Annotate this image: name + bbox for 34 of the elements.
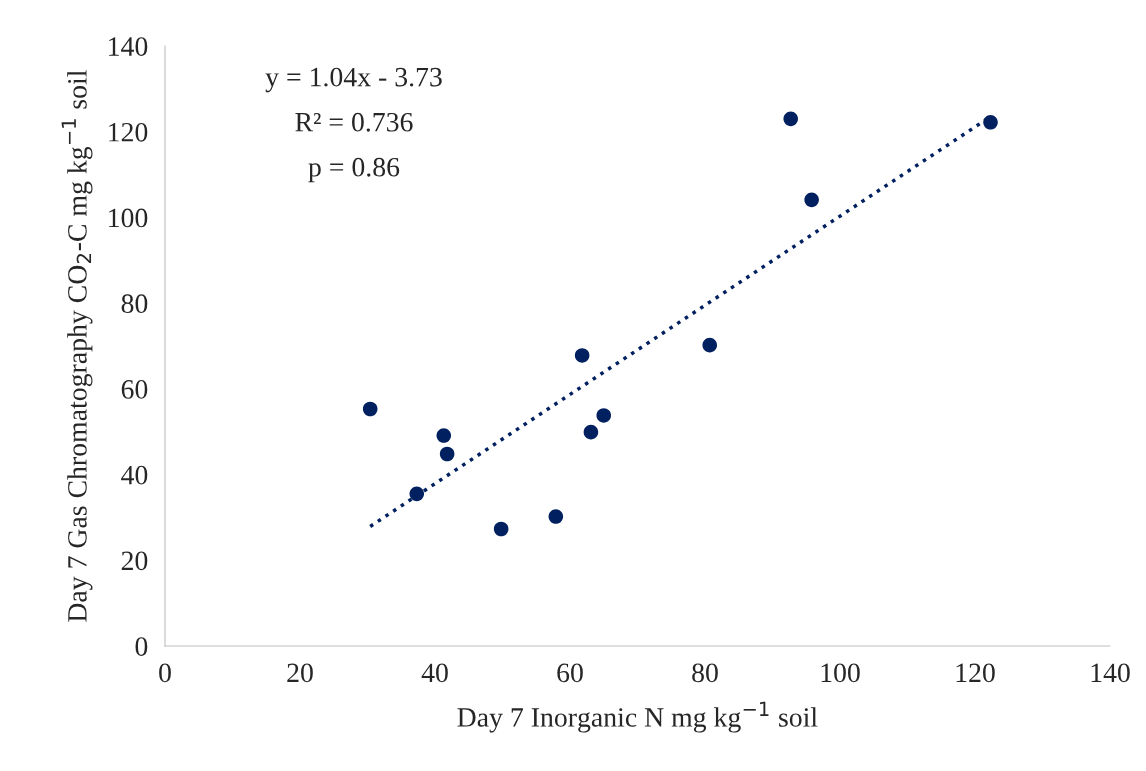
point	[362, 401, 378, 417]
point	[493, 521, 509, 537]
x-tick-label: 140	[1091, 663, 1130, 683]
x-tick-label: 80	[692, 663, 718, 683]
point	[439, 446, 455, 462]
y-tick-label: 60	[121, 380, 148, 399]
y-tick-label: 100	[109, 208, 148, 228]
y-tick-label: 140	[109, 37, 148, 56]
point	[583, 424, 599, 440]
y-tick-label: 0	[135, 637, 148, 656]
point	[574, 348, 590, 363]
point	[548, 509, 564, 524]
y-tick-label: 20	[121, 551, 148, 571]
y-axis-title: Day 7 Gas Chromatography CO$_{2}$-C mg kg$^{−1}$ soil	[61, 70, 93, 622]
x-axis-title: Day 7 Inorganic N mg kg$^{−1}$ soil	[457, 701, 818, 733]
x-tick-label: 0	[159, 663, 171, 683]
x-tick-label: 60	[557, 663, 583, 683]
x-tick-label: 40	[421, 663, 448, 683]
point	[409, 486, 425, 502]
point	[804, 192, 819, 208]
point	[702, 337, 718, 353]
y-tick-label: 80	[121, 294, 148, 314]
annotation: y = 1.04x - 3.73	[265, 67, 442, 93]
x-tick-label: 100	[821, 663, 860, 683]
y-tick-label: 120	[109, 122, 148, 142]
point	[983, 115, 998, 130]
annotation: p = 0.86	[308, 157, 400, 183]
point	[783, 111, 799, 127]
x-tick-label: 120	[956, 663, 995, 683]
annotation: R² = 0.736	[295, 112, 413, 132]
point	[436, 428, 452, 443]
point	[596, 408, 612, 423]
y-tick-label: 40	[121, 465, 148, 485]
x-tick-label: 20	[287, 663, 313, 683]
